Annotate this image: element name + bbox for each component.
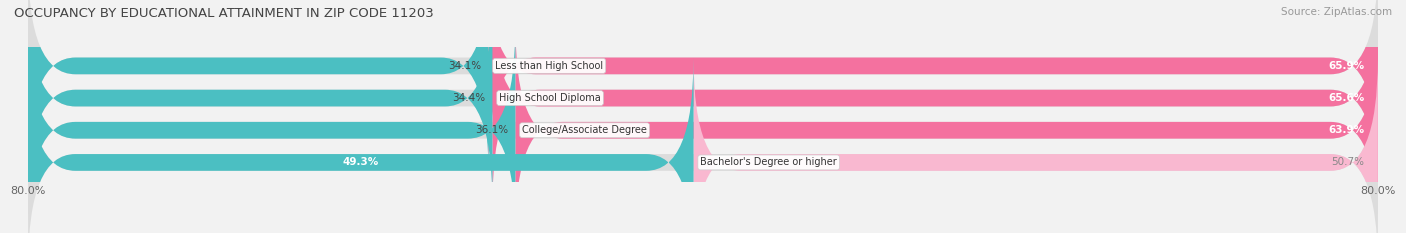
FancyBboxPatch shape xyxy=(693,58,1378,233)
Text: 65.6%: 65.6% xyxy=(1329,93,1364,103)
FancyBboxPatch shape xyxy=(28,26,516,233)
Text: 49.3%: 49.3% xyxy=(343,158,380,168)
FancyBboxPatch shape xyxy=(28,58,1378,233)
Text: 36.1%: 36.1% xyxy=(475,125,509,135)
FancyBboxPatch shape xyxy=(516,26,1378,233)
FancyBboxPatch shape xyxy=(488,0,1378,170)
Text: OCCUPANCY BY EDUCATIONAL ATTAINMENT IN ZIP CODE 11203: OCCUPANCY BY EDUCATIONAL ATTAINMENT IN Z… xyxy=(14,7,434,20)
Text: 34.4%: 34.4% xyxy=(453,93,485,103)
FancyBboxPatch shape xyxy=(492,0,1378,202)
Text: 65.9%: 65.9% xyxy=(1329,61,1364,71)
FancyBboxPatch shape xyxy=(28,26,1378,233)
Text: Source: ZipAtlas.com: Source: ZipAtlas.com xyxy=(1281,7,1392,17)
Text: High School Diploma: High School Diploma xyxy=(499,93,600,103)
FancyBboxPatch shape xyxy=(28,0,1378,202)
FancyBboxPatch shape xyxy=(28,0,492,202)
Text: Less than High School: Less than High School xyxy=(495,61,603,71)
Text: 34.1%: 34.1% xyxy=(449,61,482,71)
FancyBboxPatch shape xyxy=(28,58,693,233)
FancyBboxPatch shape xyxy=(28,0,1378,170)
Text: College/Associate Degree: College/Associate Degree xyxy=(522,125,647,135)
FancyBboxPatch shape xyxy=(28,0,488,170)
Text: 50.7%: 50.7% xyxy=(1331,158,1364,168)
Text: Bachelor's Degree or higher: Bachelor's Degree or higher xyxy=(700,158,837,168)
Text: 63.9%: 63.9% xyxy=(1329,125,1364,135)
